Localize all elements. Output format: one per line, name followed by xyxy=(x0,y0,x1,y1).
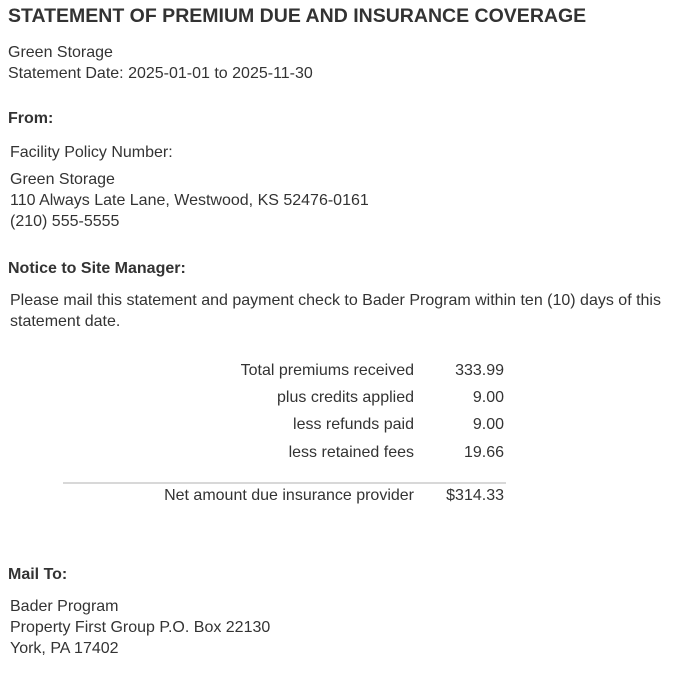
net-amount-label: Net amount due insurance provider xyxy=(164,487,414,504)
summary-value: 333.99 xyxy=(455,362,504,379)
summary-value: 9.00 xyxy=(472,416,504,433)
mail-to-line2: Property First Group P.O. Box 22130 xyxy=(10,619,271,636)
from-phone: (210) 555-5555 xyxy=(10,213,120,230)
notice-heading: Notice to Site Manager: xyxy=(8,260,186,277)
company-name: Green Storage xyxy=(8,44,113,61)
page-title: STATEMENT OF PREMIUM DUE AND INSURANCE C… xyxy=(8,5,587,27)
summary-label: less retained fees xyxy=(288,444,414,461)
summary-value: 19.66 xyxy=(463,444,504,461)
statement-date: Statement Date: 2025-01-01 to 2025-11-30 xyxy=(8,65,313,82)
mail-to-line1: Bader Program xyxy=(10,598,119,615)
notice-text-line2: statement date. xyxy=(10,313,121,330)
policy-number-label: Facility Policy Number: xyxy=(10,144,173,161)
mail-to-line3: York, PA 17402 xyxy=(10,640,119,657)
mail-to-heading: Mail To: xyxy=(8,566,68,583)
summary-divider xyxy=(63,482,506,484)
from-address: 110 Always Late Lane, Westwood, KS 52476… xyxy=(10,192,369,209)
from-heading: From: xyxy=(8,110,54,127)
net-amount-value: $314.33 xyxy=(446,487,504,504)
summary-label: plus credits applied xyxy=(277,389,414,406)
from-name: Green Storage xyxy=(10,171,115,188)
notice-text-line1: Please mail this statement and payment c… xyxy=(10,292,661,309)
summary-label: less refunds paid xyxy=(293,416,414,433)
summary-label: Total premiums received xyxy=(240,362,414,379)
summary-value: 9.00 xyxy=(472,389,504,406)
